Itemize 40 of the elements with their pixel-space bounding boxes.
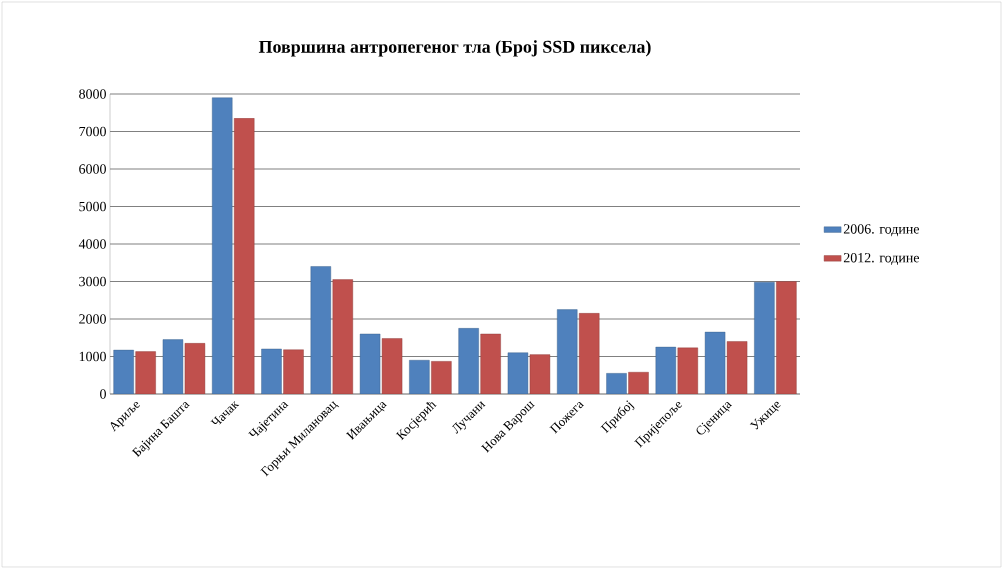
y-tick-label: 5000 bbox=[79, 201, 106, 212]
bar bbox=[381, 338, 403, 394]
legend-label: 2012. године bbox=[843, 252, 919, 265]
bar bbox=[677, 347, 698, 394]
bar bbox=[655, 346, 676, 394]
bar bbox=[113, 349, 134, 394]
chart-title: Површина антропегеног тла (Број SSD пиксела) bbox=[258, 40, 651, 57]
bar bbox=[283, 349, 304, 394]
bar bbox=[162, 339, 184, 394]
bar bbox=[234, 118, 255, 394]
bar bbox=[261, 348, 282, 394]
bar bbox=[704, 331, 726, 394]
bar bbox=[606, 373, 627, 394]
bar bbox=[409, 360, 430, 394]
bar bbox=[628, 372, 649, 394]
bar bbox=[776, 281, 797, 394]
y-tick-label: 4000 bbox=[78, 239, 106, 249]
bar bbox=[754, 282, 775, 394]
bar bbox=[332, 279, 353, 394]
y-tick-label: 1000 bbox=[79, 351, 106, 362]
y-tick-label: 2000 bbox=[79, 314, 106, 324]
bar bbox=[480, 333, 501, 394]
y-tick-label: 8000 bbox=[79, 89, 106, 99]
y-tick-label: 0 bbox=[100, 389, 106, 399]
bar bbox=[507, 352, 529, 394]
bar bbox=[310, 266, 331, 394]
bar bbox=[431, 361, 452, 394]
legend-label: 2006. године bbox=[843, 224, 919, 237]
bar bbox=[135, 351, 156, 394]
bar bbox=[557, 309, 578, 394]
bar bbox=[212, 97, 233, 394]
bar bbox=[579, 313, 600, 394]
y-tick-label: 6000 bbox=[79, 164, 106, 174]
y-tick-label: 7000 bbox=[79, 126, 106, 137]
bar bbox=[458, 328, 479, 394]
bar bbox=[529, 354, 551, 394]
y-tick-label: 3000 bbox=[79, 276, 106, 287]
bar bbox=[184, 343, 206, 394]
bar bbox=[726, 341, 748, 394]
bar bbox=[359, 333, 381, 394]
